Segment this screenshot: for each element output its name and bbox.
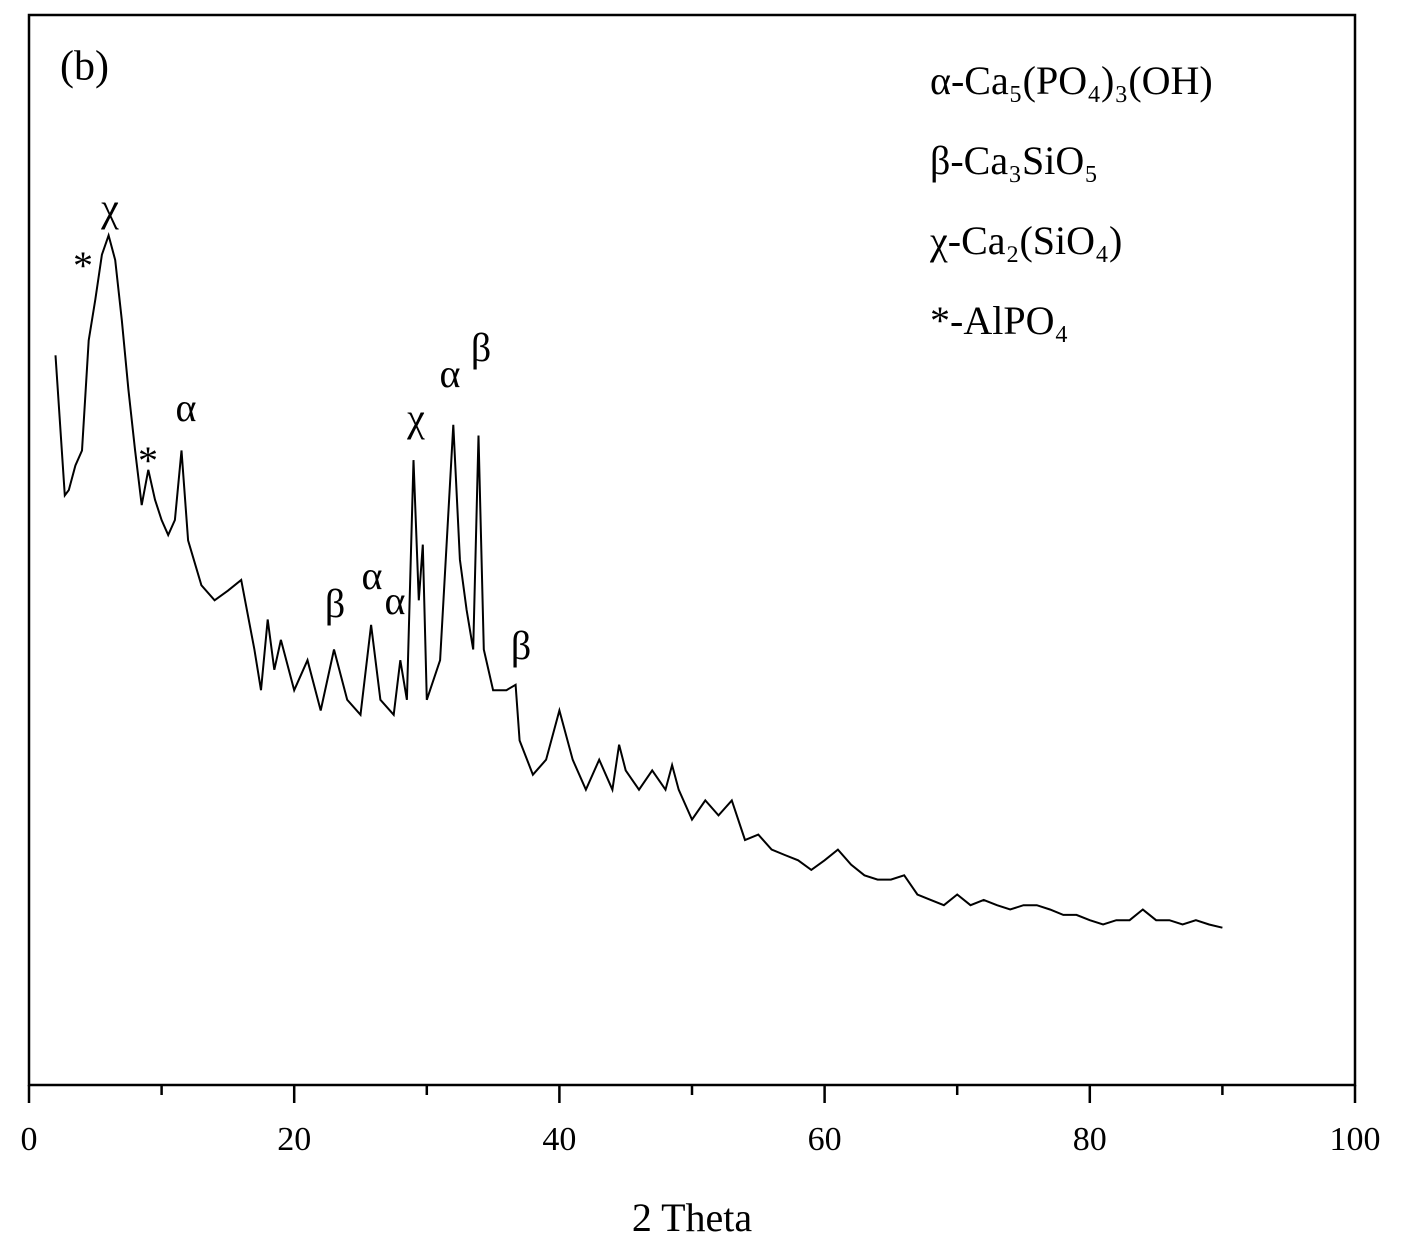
peak-annotation: β xyxy=(325,581,345,626)
x-tick-label: 20 xyxy=(277,1121,311,1158)
data-line xyxy=(54,231,1223,929)
panel-label: (b) xyxy=(60,44,109,90)
legend-entry: χ-Ca₂(SiO₄) xyxy=(929,218,1122,263)
plot-frame xyxy=(27,13,1357,1087)
peak-annotation: α xyxy=(385,578,406,623)
x-axis-label: 2 Theta xyxy=(632,1195,753,1240)
legend-entry: *-AlPO₄ xyxy=(930,298,1068,343)
x-tick-label: 80 xyxy=(1073,1121,1107,1158)
peak-annotation: * xyxy=(73,243,93,288)
x-tick-label: 100 xyxy=(1330,1121,1381,1158)
x-tick-label: 40 xyxy=(542,1121,576,1158)
peak-annotation: α xyxy=(176,385,197,430)
x-tick-label: 0 xyxy=(21,1121,38,1158)
x-tick-label: 60 xyxy=(808,1121,842,1158)
peak-annotation: α xyxy=(440,351,461,396)
peak-annotation: χ xyxy=(100,185,119,230)
peak-annotation: β xyxy=(471,325,491,370)
peak-annotation: β xyxy=(511,623,531,668)
peak-annotation: α xyxy=(362,553,383,598)
legend-entry: α-Ca₅(PO₄)₃(OH) xyxy=(930,58,1213,103)
legend-entry: β-Ca₃SiO₅ xyxy=(930,138,1098,183)
peak-annotation: χ xyxy=(406,395,425,440)
peak-annotation: * xyxy=(138,438,158,483)
